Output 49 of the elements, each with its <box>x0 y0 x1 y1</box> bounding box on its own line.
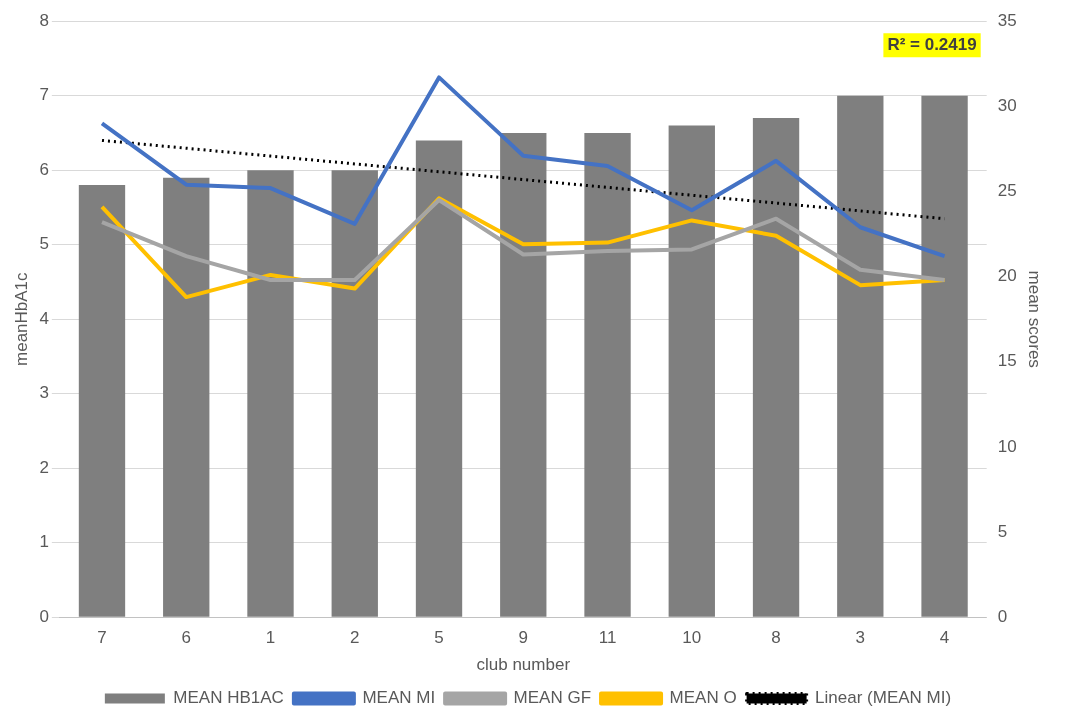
y-tick-label: 6 <box>39 159 49 179</box>
y2-tick-label: 5 <box>997 521 1008 541</box>
x-tick-label: 5 <box>434 628 444 648</box>
x-tick-label: 8 <box>771 628 781 648</box>
x-tick-label: 9 <box>518 628 529 648</box>
legend-label: MEAN MI <box>362 688 436 708</box>
x-tick-label: 1 <box>265 628 276 648</box>
x-tick-label: 10 <box>682 628 702 648</box>
y2-axis-title: mean scores <box>1025 270 1045 368</box>
bar <box>837 95 884 617</box>
y-tick-label: 5 <box>39 234 49 254</box>
x-tick-label: 7 <box>97 628 107 648</box>
y2-tick-label: 15 <box>997 351 1017 371</box>
y-tick-label: 3 <box>39 383 49 403</box>
y2-tick-label: 35 <box>997 10 1017 30</box>
legend-label: MEAN O <box>669 688 737 708</box>
bar <box>331 170 378 617</box>
y-tick-label: 0 <box>39 606 49 626</box>
y-tick-label: 1 <box>39 532 49 552</box>
bar <box>668 125 715 617</box>
y2-tick-label: 20 <box>997 266 1017 286</box>
y-tick-label: 2 <box>39 457 49 477</box>
legend-label: MEAN GF <box>513 688 592 708</box>
y-tick-label: 4 <box>39 308 49 328</box>
y-tick-label: 7 <box>39 85 49 105</box>
bar <box>78 185 126 617</box>
y2-tick-label: 10 <box>997 436 1017 456</box>
bar <box>247 170 294 617</box>
y2-tick-label: 25 <box>997 181 1017 201</box>
annotation: R² = 0.2419 <box>887 35 977 55</box>
bar <box>584 132 631 617</box>
x-tick-label: 6 <box>181 628 191 648</box>
bar <box>921 95 968 617</box>
line-series <box>100 138 947 221</box>
legend-label: Linear (MEAN MI) <box>815 688 952 708</box>
bar <box>752 118 800 617</box>
x-tick-label: 2 <box>350 628 360 648</box>
bar <box>415 140 463 617</box>
y-axis-title: meanHbA1c <box>11 271 31 366</box>
x-tick-label: 3 <box>855 628 866 648</box>
x-axis-title: club number <box>476 655 571 675</box>
x-tick-label: 4 <box>939 628 950 648</box>
y-tick-label: 8 <box>39 10 49 30</box>
bar <box>500 132 547 617</box>
y2-tick-label: 30 <box>997 96 1017 116</box>
legend-label: MEAN HB1AC <box>173 688 284 708</box>
y2-tick-label: 0 <box>997 606 1008 626</box>
bar <box>163 177 210 617</box>
x-tick-label: 11 <box>598 628 617 648</box>
